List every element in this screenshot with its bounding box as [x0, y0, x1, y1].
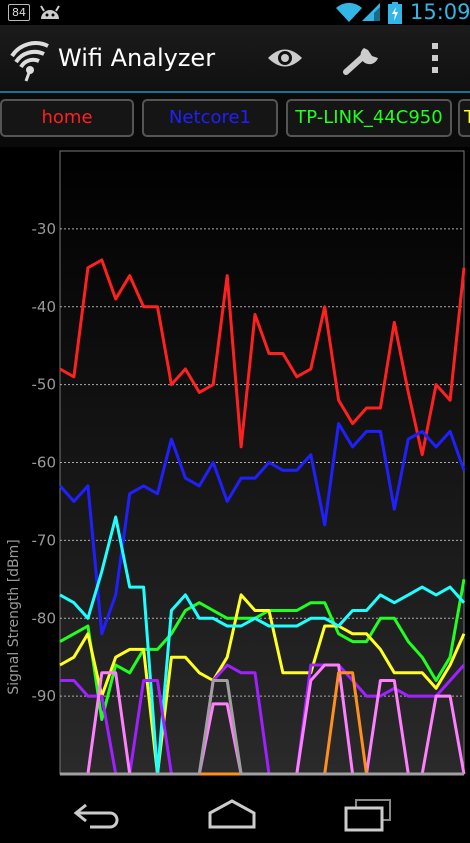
tab-netcore1[interactable]: Netcore1 — [142, 99, 278, 137]
home-icon[interactable] — [206, 799, 258, 831]
wifi-icon — [336, 2, 362, 22]
tab-partial[interactable]: T — [458, 99, 470, 137]
series-lines — [58, 258, 466, 776]
wifi-analyzer-logo-icon[interactable] — [8, 38, 52, 82]
tab-home-label: home — [41, 107, 93, 128]
y-tick-label: -50 — [32, 376, 57, 394]
recent-apps-icon[interactable] — [342, 798, 394, 832]
navigation-bar — [0, 783, 470, 843]
chart-svg: -30 -40 -50 -60 -70 -80 -90 Signal Strength [d… — [6, 150, 466, 776]
app-title: Wifi Analyzer — [58, 44, 216, 72]
status-bar: 84 15:09 — [0, 0, 470, 25]
signal-strength-chart: -30 -40 -50 -60 -70 -80 -90 Signal Strength [d… — [0, 147, 470, 780]
tab-tp-link-44c950-label: TP-LINK_44C950 — [295, 107, 443, 128]
grid-lines — [60, 228, 464, 697]
clock: 15:09 — [410, 0, 470, 24]
y-tick-label: -70 — [32, 531, 57, 549]
back-icon[interactable] — [72, 801, 124, 831]
notification-count-badge[interactable]: 84 — [8, 4, 30, 21]
tab-tp-link-44c950[interactable]: TP-LINK_44C950 — [286, 99, 452, 137]
eye-icon[interactable] — [266, 45, 304, 71]
action-bar: Wifi Analyzer — [0, 25, 470, 93]
y-tick-labels: -30 -40 -50 -60 -70 -80 -90 — [32, 220, 57, 705]
y-tick-label: -90 — [32, 687, 57, 705]
series-line-1 — [58, 422, 466, 636]
battery-charging-icon — [388, 2, 402, 24]
android-icon[interactable] — [38, 3, 62, 21]
y-tick-label: -80 — [32, 609, 57, 627]
tab-netcore1-label: Netcore1 — [168, 107, 252, 128]
series-line-4 — [59, 515, 466, 776]
series-line-0 — [59, 258, 466, 457]
wrench-icon[interactable] — [340, 42, 382, 76]
tab-partial-label: T — [464, 107, 470, 128]
series-line-2 — [59, 579, 466, 721]
series-line-3 — [59, 593, 466, 776]
series-line-8 — [60, 679, 464, 776]
cell-signal-icon — [362, 3, 380, 21]
tab-home[interactable]: home — [0, 99, 134, 137]
y-axis-label: Signal Strength [dBm] — [6, 539, 22, 695]
y-tick-label: -60 — [32, 454, 57, 472]
overflow-menu-icon[interactable] — [427, 41, 443, 75]
network-tabs: home Netcore1 TP-LINK_44C950 T — [0, 93, 470, 147]
y-tick-label: -30 — [32, 220, 57, 238]
y-tick-label: -40 — [32, 298, 57, 316]
